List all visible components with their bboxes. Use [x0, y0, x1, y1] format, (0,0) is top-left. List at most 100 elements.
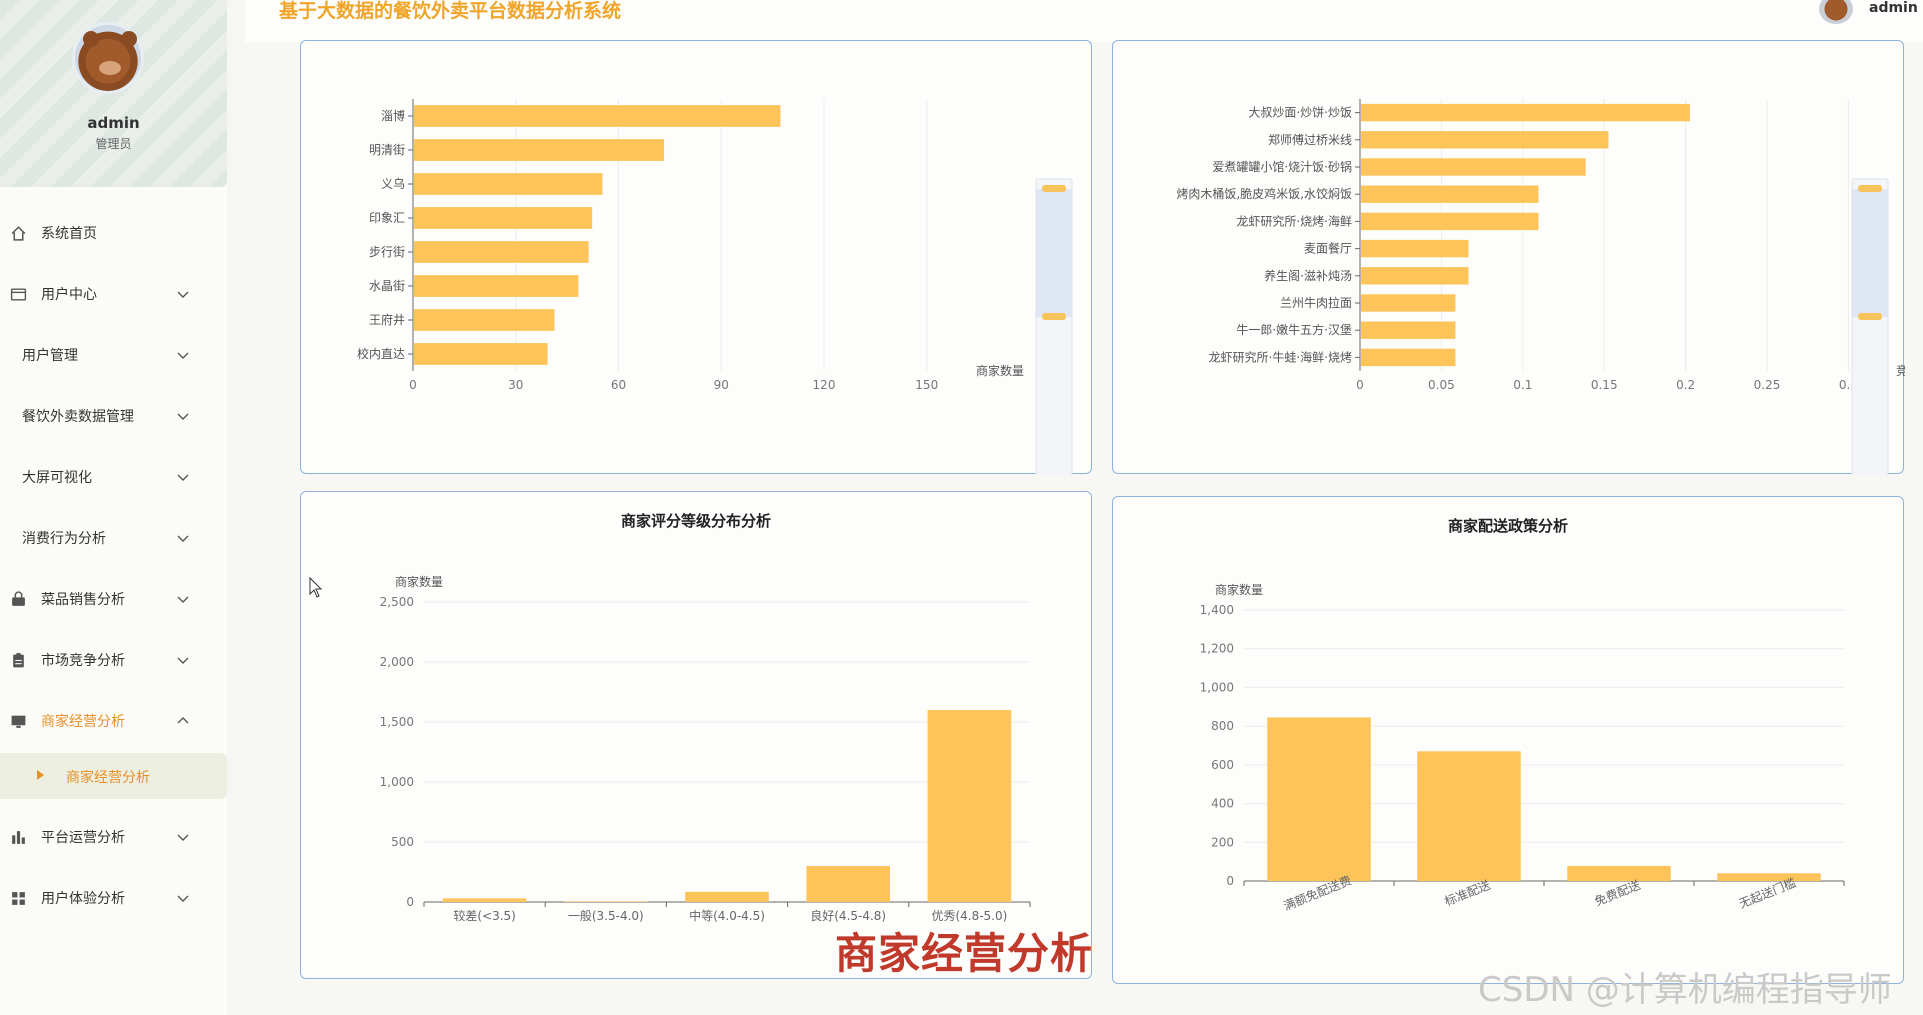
sidebar-item-data-management[interactable]: 餐饮外卖数据管理 — [0, 391, 227, 441]
sidebar-item-label: 大屏可视化 — [22, 470, 92, 486]
sidebar-item-label: 用户中心 — [41, 287, 97, 303]
sidebar-item-platform-operation[interactable]: 平台运营分析 — [0, 812, 227, 862]
chevron-down-icon — [177, 535, 189, 542]
tick-label: 0.1 — [1513, 378, 1532, 392]
bar — [442, 898, 527, 902]
sidebar-item-label: 用户体验分析 — [41, 891, 125, 907]
profile-role: 管理员 — [95, 137, 132, 151]
sidebar-item-label: 商家经营分析 — [41, 714, 125, 730]
tick-label: 1,400 — [1200, 603, 1234, 617]
chart-card-rating: 商家评分等级分布分析 0 500 1,000 1,500 2,000 2,500 商家数量较… — [300, 491, 1092, 979]
tick-label: 500 — [391, 835, 414, 849]
category-label: 龙虾研究所·烧烤·海鲜 — [1236, 213, 1352, 228]
chart-card-competition: 0 0.05 0.1 0.15 0.2 0.25 0.3 大叔炒面·炒饼·炒饭 郑师傅过桥米线爱… — [1112, 40, 1923, 498]
avatar[interactable] — [72, 22, 144, 94]
tick-label: 800 — [1211, 719, 1234, 733]
sidebar-item-home[interactable]: 系统首页 — [0, 208, 227, 258]
bar — [1361, 294, 1456, 312]
category-label: 校内直达 — [357, 346, 405, 361]
category-label: 兰州牛肉拉面 — [1280, 295, 1352, 310]
category-label: 印象汇 — [369, 211, 405, 225]
bar — [414, 139, 665, 161]
tick-label: 1,000 — [380, 775, 414, 789]
sidebar-item-consumer-behavior[interactable]: 消费行为分析 — [0, 513, 227, 563]
tick-label: 120 — [813, 378, 836, 392]
sidebar-subitem-label: 商家经营分析 — [66, 770, 150, 786]
category-label: 较差(<3.5) — [453, 908, 516, 923]
category-label: 标准配送 — [1442, 877, 1492, 909]
sidebar-item-big-screen[interactable]: 大屏可视化 — [0, 452, 227, 502]
tick-label: 0 — [409, 378, 417, 392]
category-label: 良好(4.5-4.8) — [810, 908, 886, 923]
bar — [1361, 348, 1456, 367]
sidebar-item-label: 系统首页 — [41, 226, 97, 242]
axis-label: 商家数量 — [1215, 582, 1263, 597]
chart-title: 商家评分等级分布分析 — [620, 512, 771, 530]
chevron-down-icon — [177, 657, 189, 664]
sidebar-item-label: 餐饮外卖数据管理 — [22, 409, 134, 425]
category-label: 水晶街 — [369, 279, 405, 293]
bar — [1567, 865, 1671, 881]
bar — [1417, 751, 1521, 881]
bar — [1361, 212, 1539, 231]
sidebar-item-merchant-operation[interactable]: 商家经营分析 — [0, 696, 227, 746]
tick-label: 2,000 — [380, 655, 414, 669]
bar — [414, 173, 603, 195]
tick-label: 0.15 — [1591, 378, 1618, 392]
tick-label: 0.25 — [1754, 378, 1781, 392]
tick-label: 0 — [1356, 378, 1364, 392]
bar — [414, 343, 548, 365]
category-label: 爱煮罐罐小馆·烧汁饭·砂锅 — [1212, 159, 1352, 174]
sidebar-item-user-center[interactable]: 用户中心 — [0, 269, 227, 319]
grid-icon — [12, 891, 25, 905]
profile-panel: admin 管理员 — [0, 0, 227, 187]
tick-label: 90 — [714, 378, 729, 392]
category-label: 中等(4.0-4.5) — [689, 908, 765, 923]
tick-label: 0 — [1226, 874, 1234, 888]
sidebar-item-market-competition[interactable]: 市场竞争分析 — [0, 635, 227, 685]
bar — [1361, 267, 1469, 285]
user-menu[interactable]: admin — [1869, 0, 1918, 16]
tick-label: 30 — [508, 378, 523, 392]
category-label: 义乌 — [381, 176, 405, 191]
zoom-slider-window — [1852, 189, 1888, 317]
category-label: 步行街 — [369, 245, 405, 259]
bar — [1361, 131, 1609, 149]
chevron-down-icon — [177, 596, 189, 603]
bar — [563, 901, 648, 902]
zoom-slider-handle — [1858, 313, 1882, 320]
category-label: 牛一郎·嫩牛五方·汉堡 — [1236, 322, 1352, 337]
user-avatar[interactable] — [1819, 0, 1853, 24]
bar — [1267, 717, 1371, 881]
tick-label: 600 — [1211, 758, 1234, 772]
profile-name: admin — [87, 114, 140, 132]
zoom-slider-handle — [1858, 185, 1882, 192]
chevron-down-icon — [177, 291, 189, 298]
tick-label: 60 — [611, 378, 626, 392]
tick-label: 200 — [1211, 835, 1234, 849]
bar-chart-icon — [12, 830, 25, 844]
tick-label: 1,000 — [1200, 680, 1234, 694]
tick-label: 400 — [1211, 797, 1234, 811]
sidebar-subitem-merchant-operation[interactable]: 商家经营分析 — [0, 753, 227, 799]
sidebar-item-dish-sales[interactable]: 菜品销售分析 — [0, 574, 227, 624]
category-label: 一般(3.5-4.0) — [568, 908, 644, 923]
top-header: 基于大数据的餐饮外卖平台数据分析系统 admin — [245, 0, 1923, 42]
bar — [1361, 239, 1469, 258]
sidebar-item-user-experience[interactable]: 用户体验分析 — [0, 873, 227, 923]
overlay-caption: 商家经营分析 — [835, 929, 1094, 978]
axis-label: 商家数量 — [395, 574, 443, 589]
bar — [414, 309, 555, 331]
category-label: 养生阁·滋补炖汤 — [1264, 268, 1352, 283]
chart-title: 商家配送政策分析 — [1447, 517, 1568, 535]
category-label: 免费配送 — [1592, 877, 1642, 909]
sidebar-item-label: 平台运营分析 — [41, 830, 125, 846]
zoom-slider-handle — [1042, 185, 1066, 192]
sidebar-item-label: 用户管理 — [22, 348, 78, 364]
sidebar-item-user-management[interactable]: 用户管理 — [0, 330, 227, 380]
sidebar-item-label: 消费行为分析 — [22, 531, 106, 547]
zoom-slider-window — [1036, 189, 1072, 317]
zoom-slider-handle — [1042, 313, 1066, 320]
category-label: 郑师傅过桥米线 — [1268, 132, 1352, 147]
